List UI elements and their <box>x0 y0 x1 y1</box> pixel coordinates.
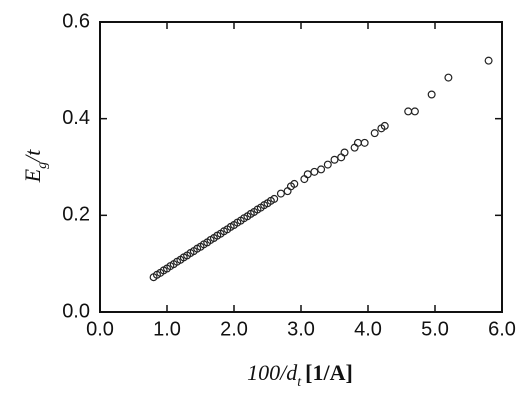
x-tick-label: 1.0 <box>153 318 181 340</box>
y-label-rest: /t <box>20 149 45 164</box>
point <box>330 155 339 164</box>
point <box>310 167 319 176</box>
y-axis-label: Eg/t <box>20 149 50 184</box>
point <box>380 121 389 130</box>
y-label-sub: g <box>35 162 50 169</box>
point <box>404 107 413 116</box>
point <box>410 107 419 116</box>
x-tick-label: 3.0 <box>287 318 315 340</box>
point <box>340 148 349 157</box>
y-tick-label: 0.4 <box>62 107 90 129</box>
point <box>484 56 493 65</box>
y-tick-label: 0.2 <box>62 204 90 226</box>
x-tick-label: 0.0 <box>86 318 114 340</box>
y-tick-label: 0.0 <box>62 300 90 322</box>
y-label-main: E <box>20 168 45 183</box>
point <box>317 165 326 174</box>
x-tick-label: 2.0 <box>220 318 248 340</box>
x-label-sub: t <box>297 375 302 390</box>
point <box>300 175 309 184</box>
point <box>370 129 379 138</box>
x-label-main: 100/d <box>247 360 298 385</box>
point <box>303 170 312 179</box>
x-tick-label: 5.0 <box>421 318 449 340</box>
y-tick-label: 0.6 <box>62 10 90 32</box>
point <box>353 138 362 147</box>
x-axis-label: 100/dt [1/A] <box>247 360 353 390</box>
x-tick-label: 4.0 <box>354 318 382 340</box>
point <box>270 194 279 203</box>
point <box>323 160 332 169</box>
point <box>276 189 285 198</box>
point <box>350 143 359 152</box>
x-label-rest: [1/A] <box>305 360 353 385</box>
point <box>444 73 453 82</box>
x-tick-label: 6.0 <box>488 318 516 340</box>
point <box>427 90 436 99</box>
point <box>360 138 369 147</box>
point <box>283 187 292 196</box>
point <box>290 179 299 188</box>
point <box>337 153 346 162</box>
